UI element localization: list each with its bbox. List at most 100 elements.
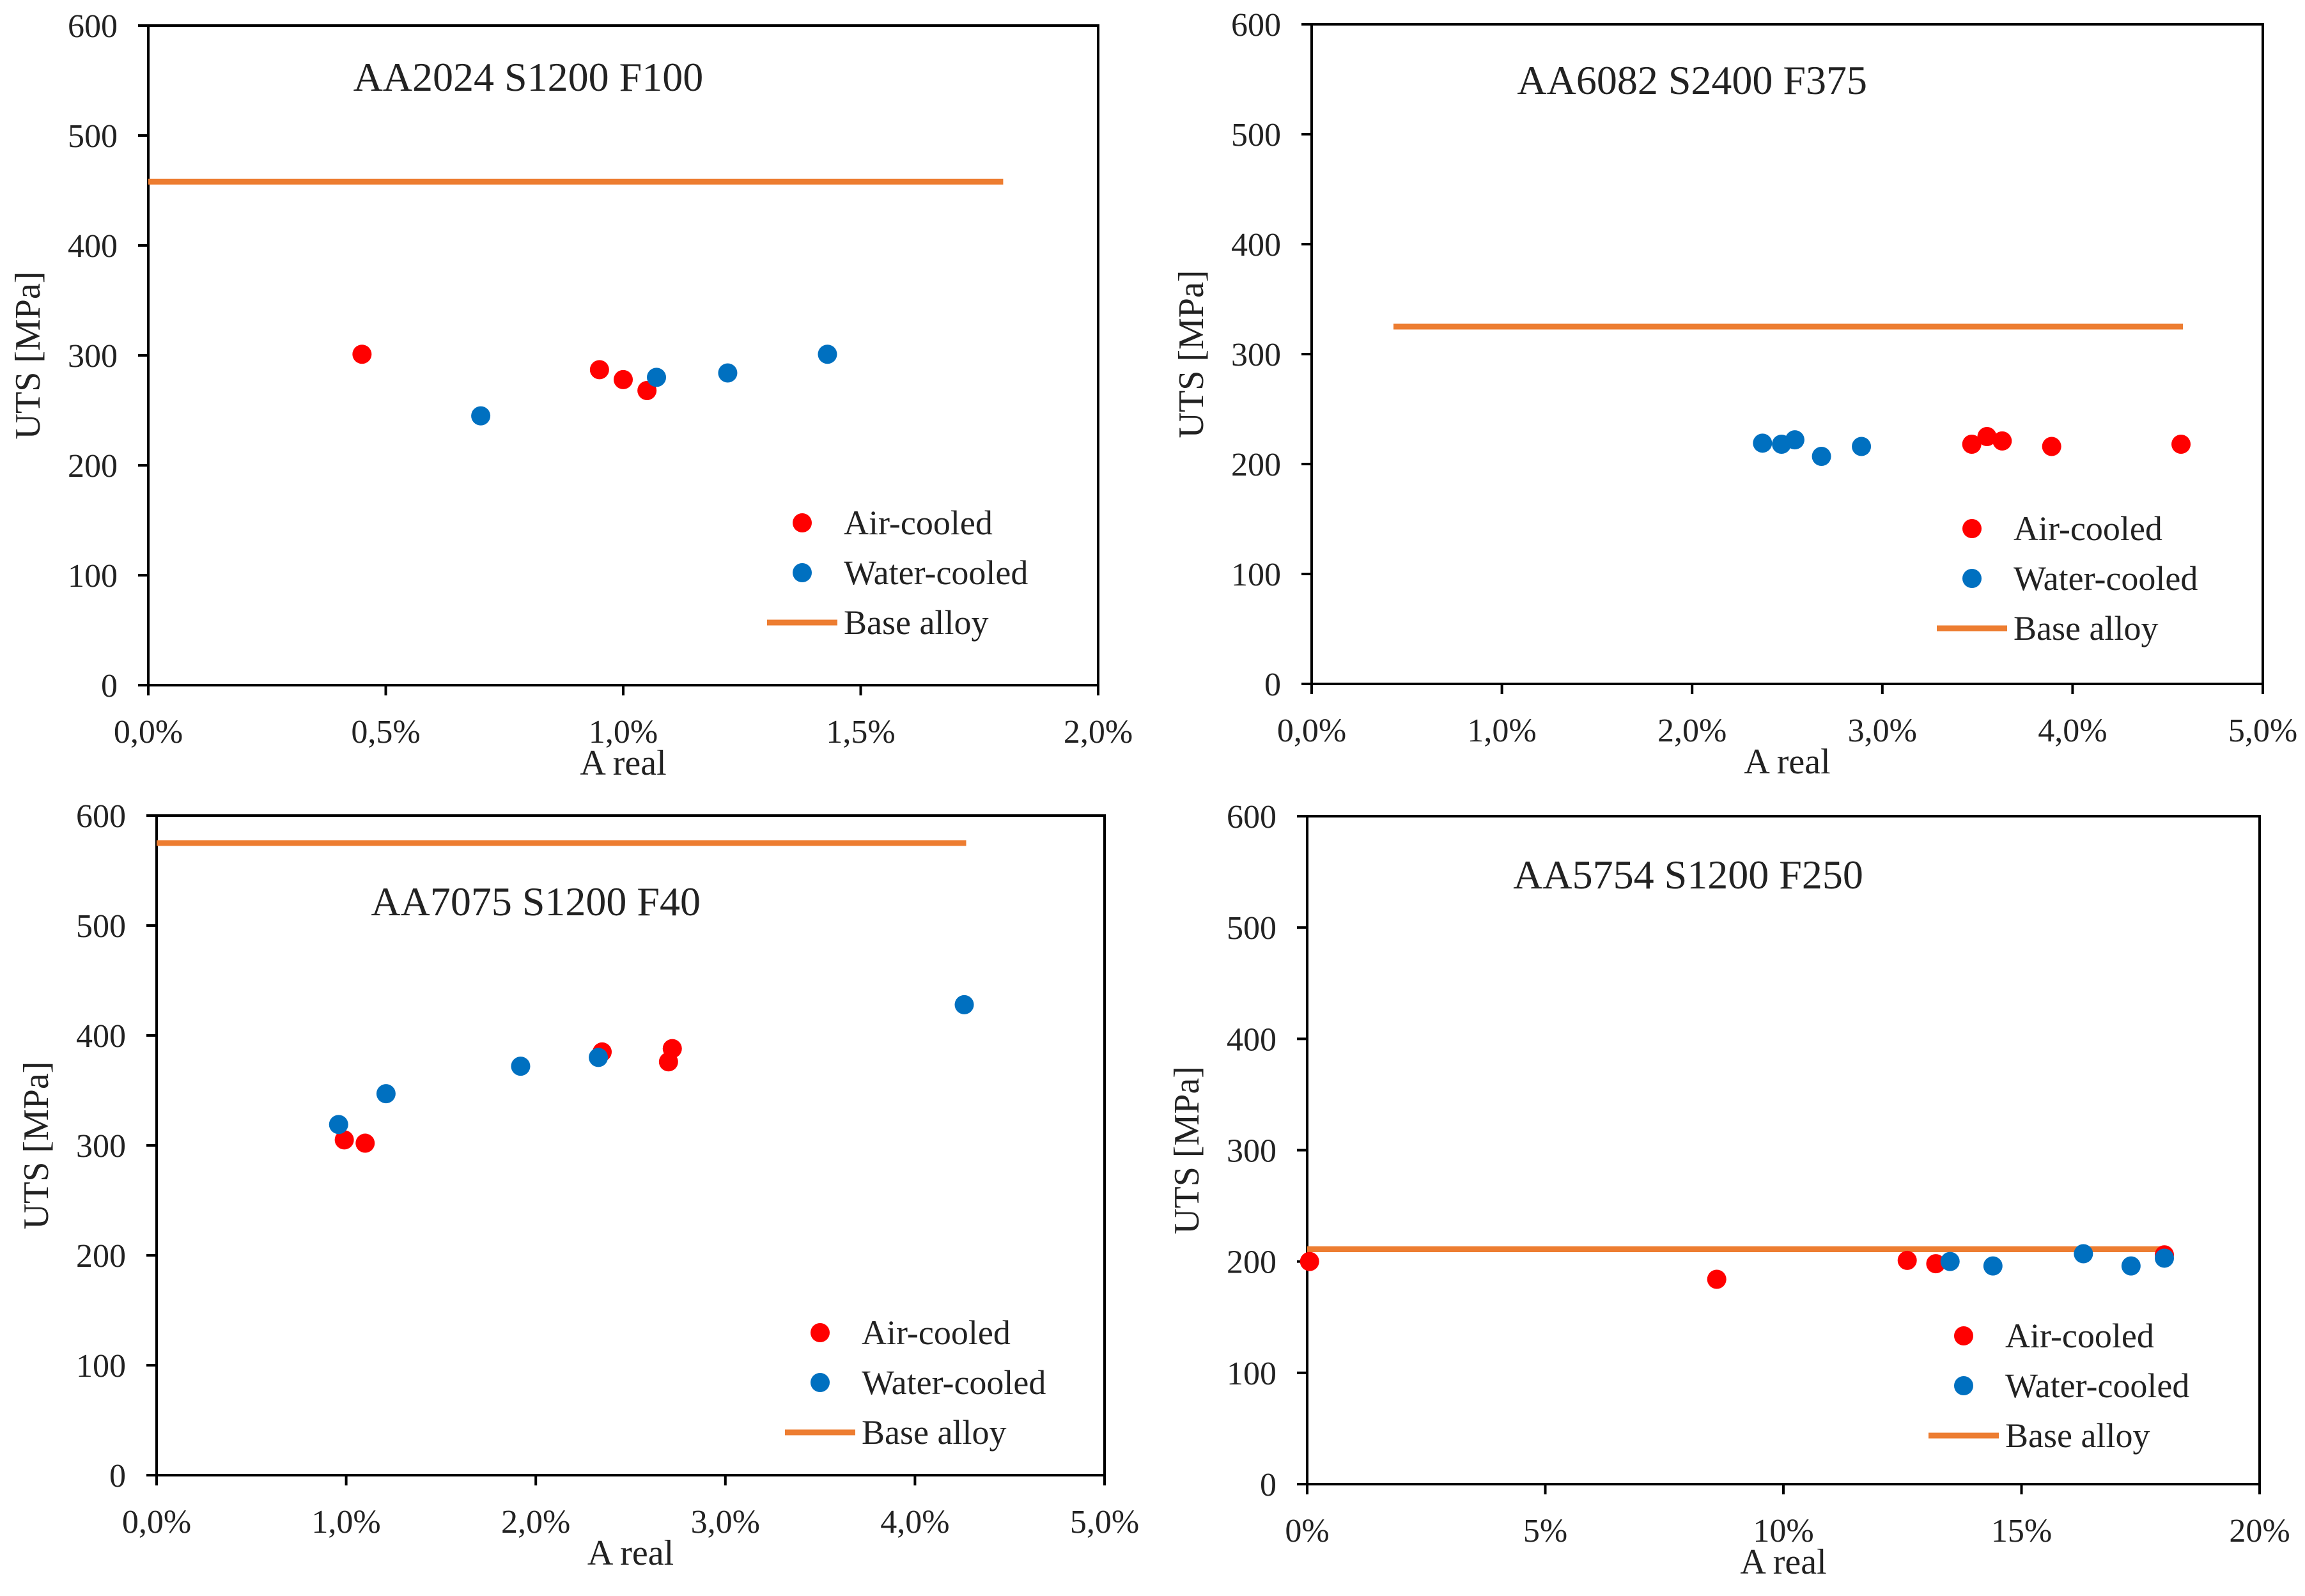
water-cooled-point	[954, 995, 974, 1014]
y-tick-label: 100	[68, 558, 118, 594]
legend-water-marker	[793, 563, 812, 582]
y-tick-label: 0	[1264, 667, 1281, 703]
legend-air-label: Air-cooled	[2005, 1317, 2154, 1355]
legend: Air-cooled Water-cooled Base alloy	[1937, 509, 2198, 647]
water-cooled-point	[2155, 1248, 2174, 1268]
x-tick-label: 0%	[1285, 1513, 1329, 1549]
y-tick-label: 600	[1231, 7, 1281, 43]
y-tick-label: 500	[68, 118, 118, 155]
y-tick-label: 600	[68, 8, 118, 45]
y-axis-title: UTS [MPa]	[1167, 1066, 1207, 1234]
water-cooled-point	[329, 1115, 348, 1135]
y-tick-label: 0	[1260, 1467, 1277, 1503]
air-cooled-point	[1926, 1254, 1946, 1274]
legend-water-label: Water-cooled	[862, 1363, 1046, 1402]
air-cooled-point	[589, 360, 609, 380]
y-tick-label: 200	[1227, 1244, 1277, 1281]
y-tick-label: 200	[1231, 447, 1281, 483]
y-tick-label: 0	[109, 1458, 126, 1494]
x-tick-label: 10%	[1753, 1513, 1813, 1549]
water-cooled-point	[471, 406, 491, 426]
y-tick-label: 500	[1231, 117, 1281, 153]
chart-panel-1: 0 100 200 300 400 500 600 0,0% 0,5% 1,0% 1,5% 2,0% A…	[8, 8, 1133, 783]
legend-water-marker	[1962, 569, 1982, 588]
legend: Air-cooled Water-cooled Base alloy	[767, 504, 1028, 642]
chart-panel-3: 0 100 200 300 400 500 600 0,0% 1,0% 2,0% 3,0% 4,0% 5…	[17, 798, 1139, 1573]
legend-air-marker	[1954, 1326, 1973, 1345]
water-cooled-point	[1753, 433, 1773, 453]
y-tick-label: 100	[1227, 1356, 1277, 1392]
x-tick-label: 1,0%	[1467, 713, 1536, 749]
water-cooled-point	[2074, 1244, 2093, 1264]
air-cooled-point	[1300, 1251, 1319, 1271]
y-tick-label: 100	[76, 1348, 126, 1384]
x-tick-label: 20%	[2229, 1513, 2290, 1549]
x-axis-title: A real	[587, 1533, 674, 1573]
x-tick-label: 0,0%	[1277, 713, 1346, 749]
x-tick-label: 0,0%	[114, 714, 183, 750]
air-cooled-point	[352, 345, 372, 364]
x-tick-label: 2,0%	[1064, 714, 1133, 750]
legend-air-label: Air-cooled	[862, 1313, 1011, 1352]
legend-air-label: Air-cooled	[2014, 509, 2162, 548]
air-cooled-point	[1707, 1269, 1727, 1289]
air-cooled-point	[1962, 435, 1982, 454]
water-cooled-point	[589, 1048, 609, 1067]
y-tick-label: 200	[68, 448, 118, 484]
legend: Air-cooled Water-cooled Base alloy	[1929, 1317, 2189, 1455]
x-tick-label: 5,0%	[1070, 1504, 1139, 1540]
y-tick-label: 400	[1231, 227, 1281, 263]
legend-air-marker	[811, 1323, 830, 1342]
legend-base-label: Base alloy	[2005, 1416, 2150, 1455]
y-tick-label: 200	[76, 1238, 126, 1274]
water-cooled-point	[1940, 1251, 1960, 1271]
y-tick-label: 600	[76, 798, 126, 835]
chart-title: AA7075 S1200 F40	[371, 879, 701, 924]
water-cooled-point	[376, 1084, 396, 1104]
water-cooled-point	[647, 368, 667, 387]
legend-water-label: Water-cooled	[844, 554, 1028, 592]
water-cooled-point	[1812, 446, 1831, 466]
x-tick-label: 15%	[1991, 1513, 2052, 1549]
y-axis-title: UTS [MPa]	[17, 1062, 56, 1230]
y-tick-label: 300	[1227, 1133, 1277, 1170]
x-tick-label: 5,0%	[2228, 713, 2297, 749]
water-cooled-point	[1785, 430, 1804, 450]
air-cooled-point	[334, 1130, 354, 1150]
legend-air-marker	[793, 513, 812, 532]
y-tick-label: 600	[1227, 799, 1277, 835]
air-cooled-point	[1897, 1250, 1917, 1270]
y-tick-label: 400	[68, 228, 118, 265]
legend-base-label: Base alloy	[844, 603, 988, 642]
x-tick-label: 2,0%	[1657, 713, 1727, 749]
chart-title: AA5754 S1200 F250	[1513, 852, 1863, 897]
chart-title: AA6082 S2400 F375	[1517, 58, 1867, 103]
air-cooled-point	[355, 1133, 375, 1153]
x-tick-label: 3,0%	[1848, 713, 1917, 749]
water-cooled-point	[2121, 1256, 2141, 1276]
air-cooled-point	[2171, 435, 2191, 454]
chart-panel-2: 0 100 200 300 400 500 600 0,0% 1,0% 2,0% 3,0% 4,0% 5…	[1172, 7, 2297, 782]
x-tick-label: 1,0%	[589, 714, 658, 750]
air-cooled-point	[2042, 437, 2061, 456]
chart-panel-4: 0 100 200 300 400 500 600 0% 5% 10% 15% 20% A real UT…	[1167, 799, 2290, 1582]
y-tick-label: 300	[1231, 337, 1281, 373]
y-tick-label: 500	[1227, 910, 1277, 947]
legend-water-marker	[1954, 1376, 1973, 1395]
legend: Air-cooled Water-cooled Base alloy	[785, 1313, 1046, 1452]
x-tick-label: 4,0%	[880, 1504, 949, 1540]
x-tick-label: 2,0%	[501, 1504, 570, 1540]
x-tick-label: 3,0%	[691, 1504, 760, 1540]
x-tick-label: 0,0%	[122, 1504, 191, 1540]
water-cooled-point	[818, 345, 837, 364]
legend-air-marker	[1962, 519, 1982, 538]
x-tick-label: 0,5%	[351, 714, 420, 750]
y-tick-label: 0	[101, 668, 118, 704]
water-cooled-point	[1983, 1256, 2003, 1276]
chart-title: AA2024 S1200 F100	[353, 54, 704, 100]
water-cooled-point	[1852, 437, 1872, 456]
water-cooled-point	[511, 1057, 531, 1076]
air-cooled-point	[1992, 431, 2012, 451]
water-cooled-point	[718, 363, 738, 383]
